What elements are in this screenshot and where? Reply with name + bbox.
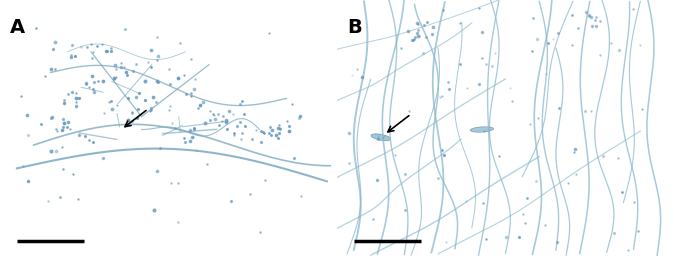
Text: B: B (347, 18, 362, 37)
Ellipse shape (470, 127, 493, 132)
Ellipse shape (371, 134, 391, 141)
Text: A: A (10, 18, 25, 37)
